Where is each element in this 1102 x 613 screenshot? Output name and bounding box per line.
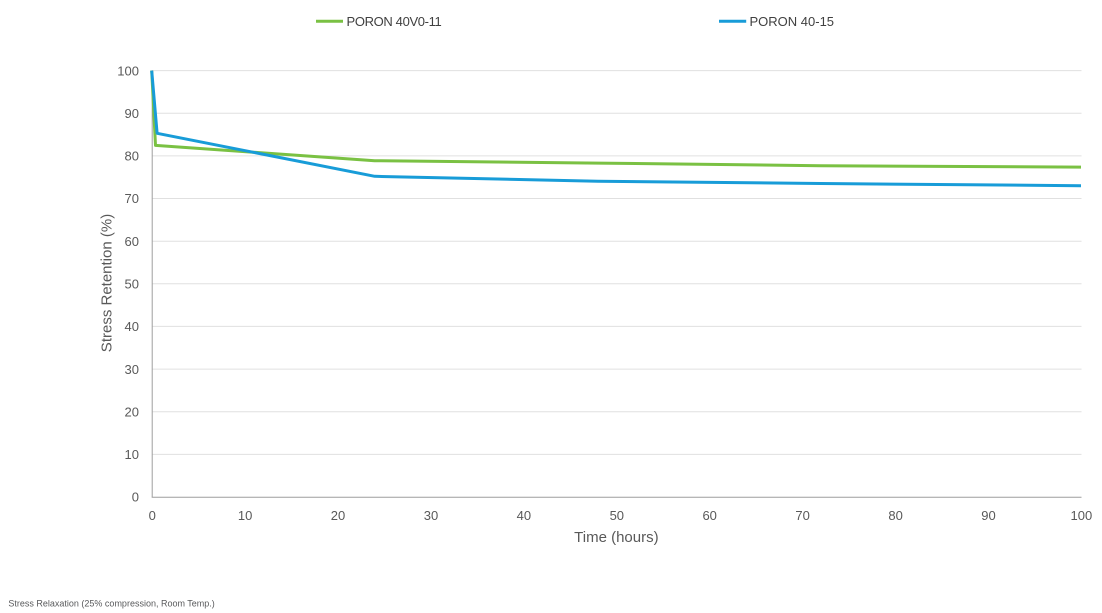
svg-text:PORON 40-15: PORON 40-15 [750, 14, 835, 29]
svg-text:20: 20 [125, 404, 139, 419]
svg-text:PORON 40V0-11: PORON 40V0-11 [347, 14, 442, 29]
svg-text:30: 30 [424, 508, 438, 523]
svg-text:Time (hours): Time (hours) [574, 529, 658, 546]
svg-text:10: 10 [125, 447, 139, 462]
svg-text:100: 100 [1071, 508, 1093, 523]
svg-text:80: 80 [888, 508, 902, 523]
svg-text:80: 80 [125, 149, 139, 164]
svg-text:90: 90 [125, 106, 139, 121]
svg-text:Stress Relaxation (25% compres: Stress Relaxation (25% compression, Room… [8, 599, 214, 609]
svg-text:20: 20 [331, 508, 345, 523]
svg-text:40: 40 [125, 319, 139, 334]
svg-text:10: 10 [238, 508, 252, 523]
svg-text:70: 70 [125, 191, 139, 206]
svg-text:100: 100 [117, 63, 139, 78]
svg-text:90: 90 [981, 508, 995, 523]
svg-text:70: 70 [795, 508, 809, 523]
svg-text:0: 0 [149, 508, 156, 523]
svg-text:40: 40 [517, 508, 531, 523]
svg-text:30: 30 [125, 362, 139, 377]
svg-text:50: 50 [610, 508, 624, 523]
svg-text:0: 0 [132, 490, 139, 505]
svg-text:Stress Retention (%): Stress Retention (%) [99, 214, 116, 352]
svg-text:50: 50 [125, 277, 139, 292]
svg-text:60: 60 [125, 234, 139, 249]
svg-text:60: 60 [702, 508, 716, 523]
